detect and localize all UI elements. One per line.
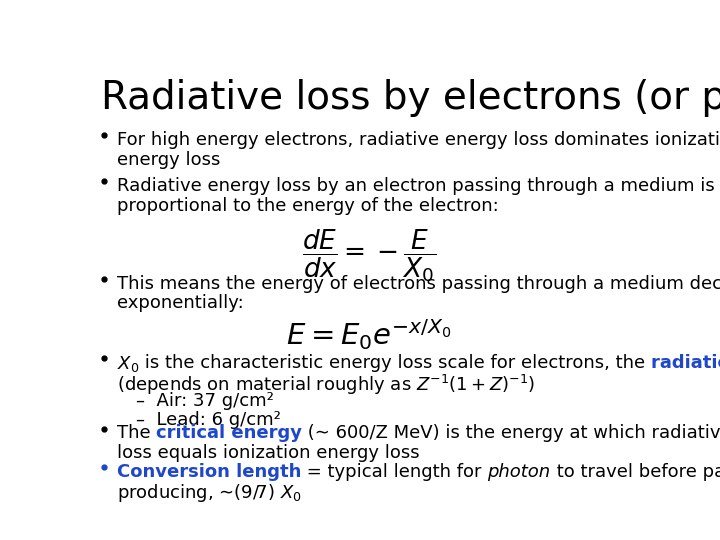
Text: This means the energy of electrons passing through a medium decreases: This means the energy of electrons passi… <box>117 275 720 293</box>
Text: $E = E_0 e^{-x/X_0}$: $E = E_0 e^{-x/X_0}$ <box>286 318 452 352</box>
Text: energy loss: energy loss <box>117 151 220 169</box>
Text: radiation length: radiation length <box>651 354 720 372</box>
Text: $X_0$: $X_0$ <box>117 354 139 374</box>
Text: loss equals ionization energy loss: loss equals ionization energy loss <box>117 444 420 462</box>
Text: –  Air: 37 g/cm²: – Air: 37 g/cm² <box>136 393 274 410</box>
Text: $\dfrac{dE}{dx} = -\dfrac{E}{X_0}$: $\dfrac{dE}{dx} = -\dfrac{E}{X_0}$ <box>302 227 436 284</box>
Text: The: The <box>117 424 156 442</box>
Text: (∼ 600/Z MeV) is the energy at which radiative energy: (∼ 600/Z MeV) is the energy at which rad… <box>302 424 720 442</box>
Text: exponentially:: exponentially: <box>117 294 243 312</box>
Text: Conversion length: Conversion length <box>117 463 301 481</box>
Text: –  Lead: 6 g/cm²: – Lead: 6 g/cm² <box>136 411 281 429</box>
Text: photon: photon <box>487 463 551 481</box>
Text: Radiative loss by electrons (or positrons): Radiative loss by electrons (or positron… <box>101 79 720 117</box>
Text: is the characteristic energy loss scale for electrons, the: is the characteristic energy loss scale … <box>139 354 651 372</box>
Text: producing, ∼(9/7) $X_0$: producing, ∼(9/7) $X_0$ <box>117 482 302 504</box>
Text: (depends on material roughly as $Z^{-1}(1+Z)^{-1}$): (depends on material roughly as $Z^{-1}(… <box>117 373 535 397</box>
Text: proportional to the energy of the electron:: proportional to the energy of the electr… <box>117 197 498 214</box>
Text: critical energy: critical energy <box>156 424 302 442</box>
Text: For high energy electrons, radiative energy loss dominates ionization: For high energy electrons, radiative ene… <box>117 131 720 150</box>
Text: = typical length for: = typical length for <box>301 463 487 481</box>
Text: Radiative energy loss by an electron passing through a medium is: Radiative energy loss by an electron pas… <box>117 177 714 195</box>
Text: to travel before pair: to travel before pair <box>551 463 720 481</box>
